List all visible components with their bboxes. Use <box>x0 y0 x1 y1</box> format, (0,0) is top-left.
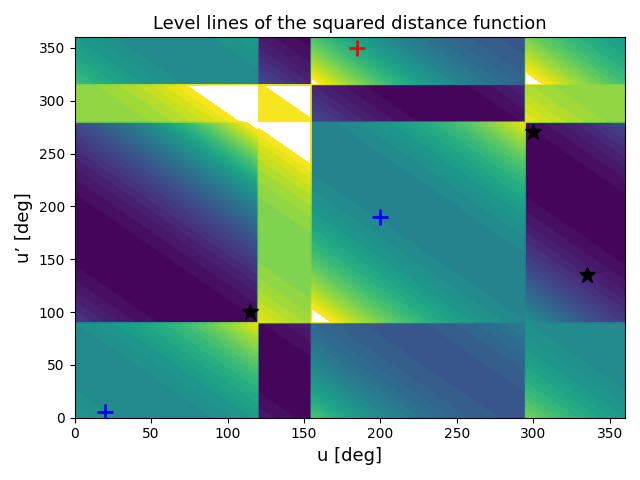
Y-axis label: u’ [deg]: u’ [deg] <box>15 192 33 263</box>
Title: Level lines of the squared distance function: Level lines of the squared distance func… <box>153 15 547 33</box>
X-axis label: u [deg]: u [deg] <box>317 447 382 465</box>
